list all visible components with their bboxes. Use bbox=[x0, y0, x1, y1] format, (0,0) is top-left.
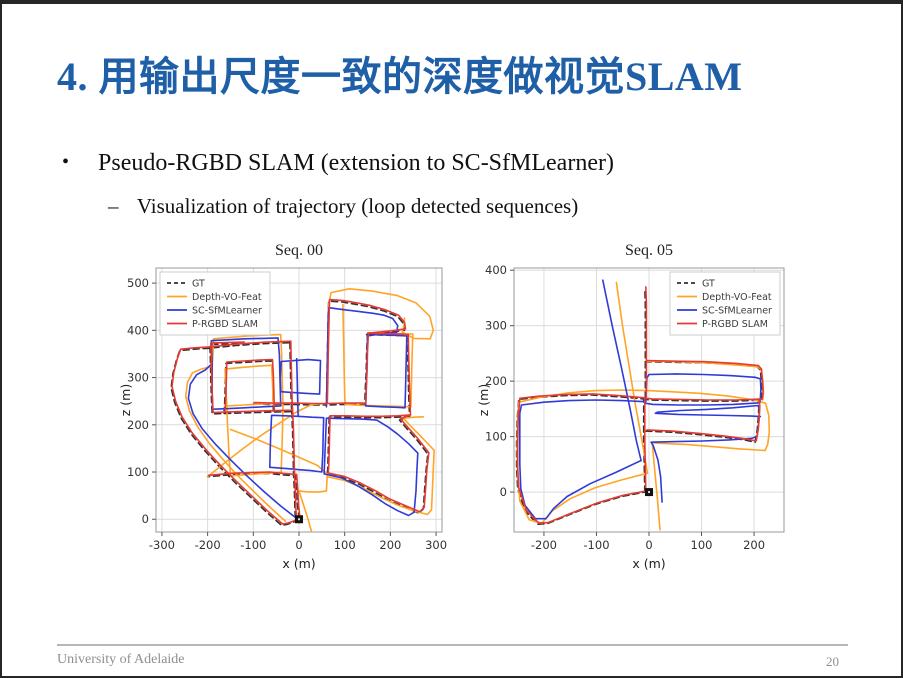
sub-bullet-marker: – bbox=[108, 194, 119, 218]
page-title: 4. 用输出尺度一致的深度做视觉SLAM bbox=[57, 54, 743, 99]
legend-label: P-RGBD SLAM bbox=[192, 319, 258, 330]
series-path-GT bbox=[644, 287, 647, 399]
bullet-item: • Pseudo-RGBD SLAM (extension to SC-SfML… bbox=[62, 150, 614, 177]
series-path-Depth-VO-Feat bbox=[184, 333, 287, 522]
y-tick-label: 0 bbox=[500, 485, 507, 499]
legend-label: SC-SfMLearner bbox=[192, 306, 262, 317]
legend-box bbox=[669, 271, 781, 336]
series-path-Depth-VO-Feat bbox=[224, 364, 275, 407]
series-path-Depth-VO-Feat bbox=[298, 473, 329, 532]
y-tick-label: 300 bbox=[127, 371, 149, 385]
series-path-P-RGBD SLAM bbox=[253, 298, 407, 405]
series-path-Depth-VO-Feat bbox=[615, 281, 649, 474]
series-path-GT bbox=[290, 410, 297, 520]
series-path-Depth-VO-Feat bbox=[651, 390, 771, 452]
series-path-SC-SfMLearner bbox=[602, 279, 642, 462]
series-path-P-RGBD SLAM bbox=[645, 286, 648, 398]
x-tick-label: 0 bbox=[295, 538, 302, 552]
series-path-P-RGBD SLAM bbox=[646, 399, 761, 442]
charts-row: -300 -200 -100 0 100 200 300 0 100 200 300 400 500 x … bbox=[120, 236, 796, 588]
y-tick-label: 400 bbox=[127, 323, 149, 337]
series-path-SC-SfMLearner bbox=[650, 404, 762, 503]
series-path-GT bbox=[206, 472, 300, 521]
legend-box bbox=[159, 271, 271, 336]
seq05-trajectory-plot: -200 -100 0 100 200 0 100 200 300 400 x (m) z (m) Se… bbox=[476, 242, 785, 571]
x-tick-label: 200 bbox=[379, 538, 401, 552]
legend-label: SC-SfMLearner bbox=[702, 306, 772, 317]
chart-title: Seq. 05 bbox=[625, 242, 673, 259]
x-tick-label: 300 bbox=[425, 538, 447, 552]
x-tick-label: -200 bbox=[531, 538, 557, 552]
footer-divider bbox=[57, 644, 848, 646]
series-path-P-RGBD SLAM bbox=[327, 414, 430, 513]
y-tick-label: 400 bbox=[485, 263, 507, 277]
x-axis-label: x (m) bbox=[632, 556, 665, 571]
series-path-SC-SfMLearner bbox=[269, 357, 325, 473]
series-path-SC-SfMLearner bbox=[187, 337, 297, 519]
footer-page-number: 20 bbox=[826, 654, 839, 669]
series-path-Depth-VO-Feat bbox=[651, 441, 661, 531]
series-path-Depth-VO-Feat bbox=[229, 428, 329, 475]
series-path-GT bbox=[515, 394, 646, 526]
x-tick-label: 100 bbox=[334, 538, 356, 552]
series-path-GT bbox=[170, 341, 300, 527]
series-path-Depth-VO-Feat bbox=[326, 416, 436, 516]
footer-institution: University of Adelaide bbox=[57, 652, 185, 667]
bullet-marker: • bbox=[62, 151, 70, 173]
seq05-chart: -200 -100 0 100 200 0 100 200 300 400 x (m) z (m) Se… bbox=[454, 236, 796, 588]
y-tick-label: 100 bbox=[485, 430, 507, 444]
y-tick-label: 0 bbox=[142, 512, 149, 526]
y-tick-label: 200 bbox=[127, 418, 149, 432]
sub-bullet-text: Visualization of trajectory (loop detect… bbox=[136, 194, 579, 218]
y-axis-label: z (m) bbox=[476, 384, 491, 416]
series-path-SC-SfMLearner bbox=[323, 417, 419, 517]
series-path-P-RGBD SLAM bbox=[516, 393, 647, 524]
x-tick-label: 200 bbox=[743, 538, 765, 552]
series-path-P-RGBD SLAM bbox=[210, 340, 294, 414]
y-axis-label: z (m) bbox=[120, 384, 133, 416]
x-tick-label: 100 bbox=[691, 538, 713, 552]
sub-bullet-item: – Visualization of trajectory (loop dete… bbox=[108, 194, 578, 219]
start-marker-center bbox=[298, 518, 300, 521]
series-path-SC-SfMLearner bbox=[645, 373, 762, 406]
series-path-SC-SfMLearner bbox=[519, 399, 647, 520]
x-tick-label: -300 bbox=[149, 538, 175, 552]
bullet-text: Pseudo-RGBD SLAM (extension to SC-SfMLea… bbox=[98, 150, 614, 176]
legend-label: GT bbox=[192, 279, 205, 290]
series-path-Depth-VO-Feat bbox=[516, 389, 671, 524]
legend-label: Depth-VO-Feat bbox=[702, 292, 772, 303]
y-tick-label: 500 bbox=[127, 276, 149, 290]
seq00-chart: -300 -200 -100 0 100 200 300 0 100 200 300 400 500 x … bbox=[120, 236, 454, 588]
y-tick-label: 100 bbox=[127, 465, 149, 479]
legend-label: P-RGBD SLAM bbox=[702, 319, 768, 330]
x-tick-label: -100 bbox=[240, 538, 266, 552]
series-path-P-RGBD SLAM bbox=[171, 340, 301, 525]
x-axis-label: x (m) bbox=[282, 556, 315, 571]
legend-label: Depth-VO-Feat bbox=[192, 292, 262, 303]
series-path-SC-SfMLearner bbox=[279, 358, 322, 395]
legend-label: GT bbox=[702, 279, 715, 290]
series-path-P-RGBD SLAM bbox=[329, 332, 412, 418]
series-path-P-RGBD SLAM bbox=[207, 471, 301, 519]
x-tick-label: -200 bbox=[195, 538, 221, 552]
series-path-P-RGBD SLAM bbox=[224, 358, 276, 413]
x-tick-label: -100 bbox=[583, 538, 609, 552]
chart-title: Seq. 00 bbox=[275, 242, 323, 259]
seq00-trajectory-plot: -300 -200 -100 0 100 200 300 0 100 200 300 400 500 x … bbox=[120, 242, 447, 571]
x-tick-label: 0 bbox=[645, 538, 652, 552]
series-path-P-RGBD SLAM bbox=[291, 409, 298, 518]
series-path-P-RGBD SLAM bbox=[645, 359, 764, 401]
y-tick-label: 300 bbox=[485, 319, 507, 333]
start-marker-center bbox=[648, 491, 650, 494]
y-tick-label: 200 bbox=[485, 374, 507, 388]
